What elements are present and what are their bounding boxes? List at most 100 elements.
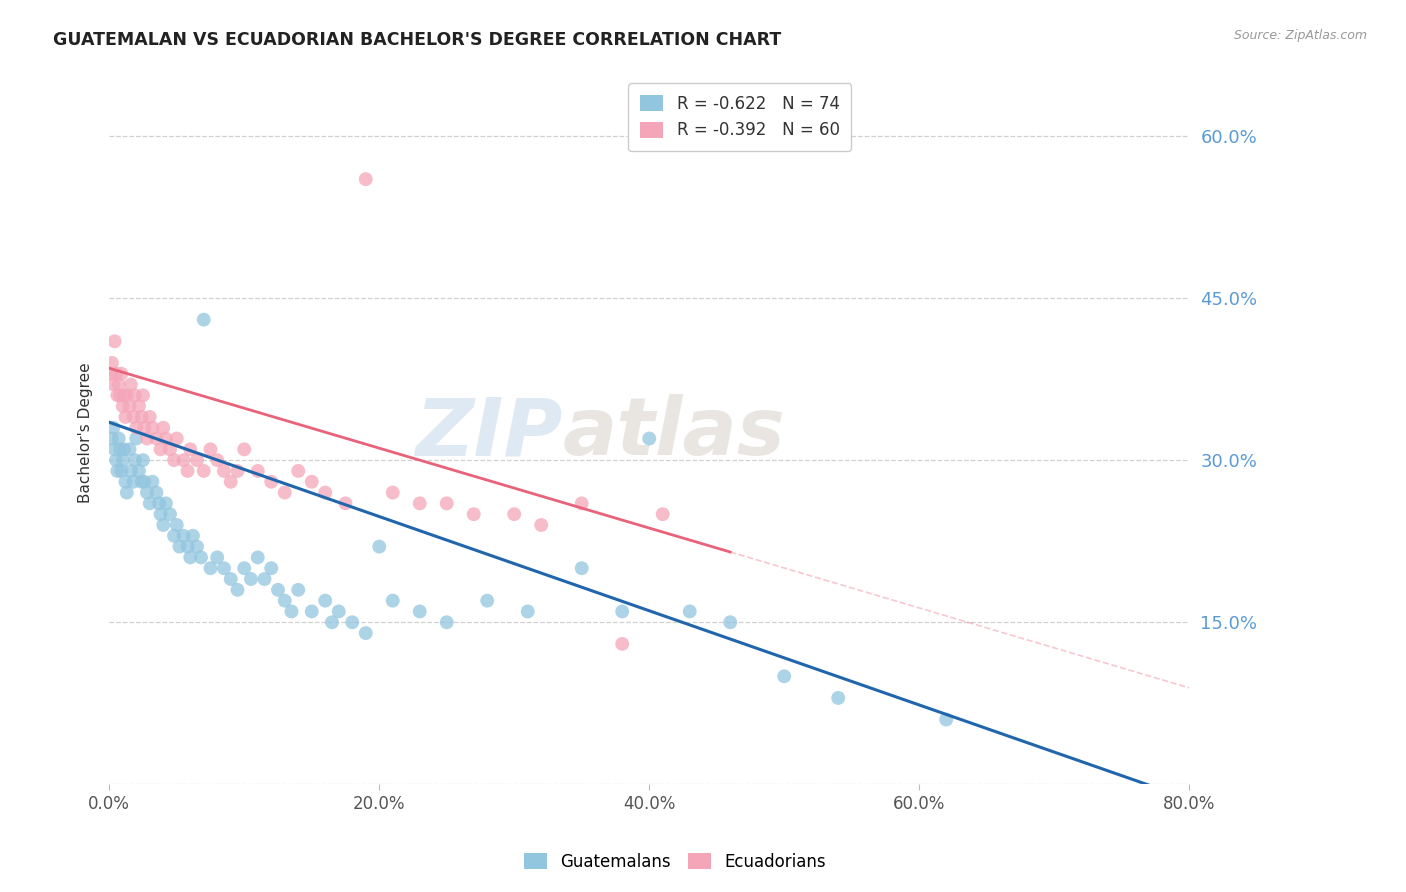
Point (111, 453, 134, 467)
Point (409, 496, 432, 510)
Point (212, 464, 235, 478)
Point (193, 312, 215, 326)
Legend: Guatemalans, Ecuadorians: Guatemalans, Ecuadorians (516, 845, 834, 880)
Point (240, 572, 263, 586)
Point (409, 604, 432, 618)
Point (246, 464, 269, 478)
Point (141, 421, 163, 435)
Point (122, 409, 145, 424)
Point (136, 485, 159, 500)
Point (118, 442, 141, 457)
Point (233, 561, 256, 575)
Point (122, 475, 145, 489)
Point (173, 529, 195, 543)
Point (108, 388, 131, 402)
Point (118, 399, 141, 413)
Point (516, 604, 538, 618)
Point (321, 615, 343, 630)
Point (246, 550, 269, 565)
Point (112, 388, 135, 402)
Point (114, 475, 136, 489)
Point (115, 388, 138, 402)
Point (335, 496, 357, 510)
Point (128, 399, 150, 413)
Point (267, 582, 290, 597)
Point (287, 464, 309, 478)
Point (260, 561, 283, 575)
Point (101, 432, 124, 446)
Point (233, 442, 256, 457)
Point (207, 453, 229, 467)
Point (145, 485, 167, 500)
Point (108, 442, 131, 457)
Point (226, 464, 249, 478)
Point (100, 367, 122, 381)
Point (503, 507, 526, 521)
Text: GUATEMALAN VS ECUADORIAN BACHELOR'S DEGREE CORRELATION CHART: GUATEMALAN VS ECUADORIAN BACHELOR'S DEGR… (53, 31, 782, 49)
Point (104, 367, 127, 381)
Point (104, 334, 127, 349)
Point (104, 453, 127, 467)
Point (107, 377, 129, 392)
Point (176, 540, 198, 554)
Text: atlas: atlas (562, 394, 786, 472)
Point (274, 485, 297, 500)
Point (141, 475, 163, 489)
Point (104, 442, 127, 457)
Point (328, 604, 350, 618)
Point (219, 475, 242, 489)
Point (107, 432, 129, 446)
Point (124, 388, 146, 402)
Point (155, 496, 177, 510)
Point (148, 496, 170, 510)
Point (280, 604, 302, 618)
Point (436, 496, 458, 510)
Point (128, 464, 150, 478)
Point (718, 615, 741, 630)
Point (354, 172, 377, 186)
Point (571, 496, 593, 510)
Point (173, 453, 195, 467)
Point (103, 377, 125, 392)
Point (314, 593, 336, 607)
Point (110, 464, 132, 478)
Point (131, 475, 153, 489)
Point (120, 464, 142, 478)
Point (827, 690, 849, 705)
Point (131, 409, 153, 424)
Point (149, 442, 172, 457)
Point (226, 582, 249, 597)
Text: ZIP: ZIP (415, 394, 562, 472)
Point (176, 464, 198, 478)
Point (111, 399, 134, 413)
Point (571, 561, 593, 575)
Point (103, 421, 125, 435)
Point (134, 421, 156, 435)
Point (132, 453, 155, 467)
Point (145, 432, 167, 446)
Point (179, 442, 201, 457)
Point (136, 432, 159, 446)
Point (105, 464, 128, 478)
Point (381, 485, 404, 500)
Point (186, 453, 208, 467)
Point (115, 485, 138, 500)
Point (368, 540, 391, 554)
Point (114, 409, 136, 424)
Point (181, 529, 204, 543)
Point (477, 593, 499, 607)
Point (163, 453, 186, 467)
Point (381, 593, 404, 607)
Point (149, 507, 172, 521)
Point (219, 572, 242, 586)
Point (166, 518, 188, 533)
Point (155, 432, 177, 446)
Point (169, 540, 191, 554)
Point (125, 432, 148, 446)
Point (134, 475, 156, 489)
Point (651, 507, 673, 521)
Point (274, 593, 297, 607)
Point (679, 604, 702, 618)
Point (773, 669, 796, 683)
Point (179, 550, 201, 565)
